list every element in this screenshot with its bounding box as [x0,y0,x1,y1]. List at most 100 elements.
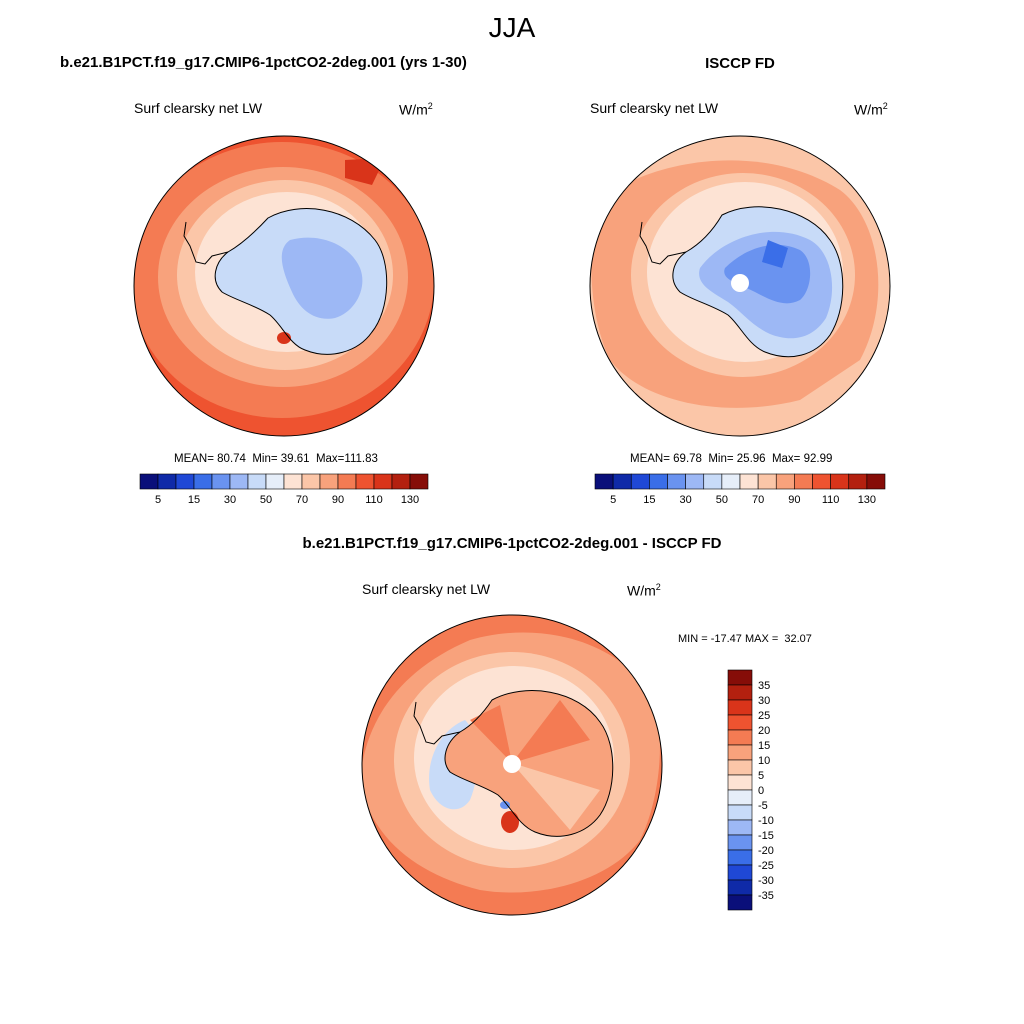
diff-panel-header: b.e21.B1PCT.f19_g17.CMIP6-1pctCO2-2deg.0… [302,535,722,552]
obs-colorbar-box [866,473,886,490]
obs-colorbar-box [685,473,705,490]
model-colorbar: 5 15 30 50 70 90 110 130 [139,473,429,506]
model-polar-map [133,135,435,437]
model-peninsula-coast [183,221,229,265]
obs-colorbar-box [848,473,868,490]
obs-pole-hole [731,274,749,292]
obs-colorbar-box [775,473,795,490]
obs-interior-min [762,240,788,268]
diff-colorbar: 35 30 25 20 15 10 5 0 -5 -10 -15 -20 -25 -30 -35 [727,669,774,911]
obs-colorbar: 5 15 30 50 70 90 110 130 [594,473,886,506]
diff-minmax-line: MIN = -17.47 MAX = 32.07 [678,633,812,645]
diff-colorbar-label: 0 [758,785,764,797]
model-colorbar-box [337,473,357,490]
model-stats-line: MEAN= 80.74 Min= 39.61 Max=111.83 [174,453,378,465]
obs-colorbar-label: 110 [822,494,840,506]
model-colorbar-box [157,473,177,490]
diff-coastline [444,690,614,837]
diff-colorbar-box [727,714,753,731]
obs-variable-label: Surf clearsky net LW [590,100,719,116]
obs-coastline [672,206,844,358]
model-colorbar-box [211,473,231,490]
model-variable-label: Surf clearsky net LW [134,100,263,116]
diff-units-label: W/m2 [627,582,661,599]
diff-colorbar-box [727,744,753,761]
obs-colorbar-label: 30 [680,494,692,506]
obs-colorbar-box [612,473,632,490]
obs-colorbar-label: 90 [788,494,800,506]
model-colorbar-box [355,473,375,490]
model-colorbar-box [175,473,195,490]
diff-colorbar-label: 15 [758,740,770,752]
model-colorbar-box [193,473,213,490]
model-map-border [133,135,435,437]
obs-colorbar-label: 5 [610,494,616,506]
model-colorbar-box [409,473,429,490]
diff-variable-label: Surf clearsky net LW [362,581,491,597]
diff-colorbar-box [727,864,753,881]
diff-colorbar-label: 10 [758,755,770,767]
obs-colorbar-label: 70 [752,494,764,506]
diff-colorbar-box [727,699,753,716]
obs-colorbar-box [739,473,759,490]
model-colorbar-label: 110 [365,494,383,506]
obs-colorbar-box [812,473,831,490]
diff-interior-high-1 [512,700,590,763]
model-colorbar-box [283,473,303,490]
obs-colorbar-box [757,473,777,490]
diff-map-border [361,614,663,916]
obs-colorbar-label: 15 [643,494,655,506]
obs-colorbar-box [630,473,650,490]
diff-colorbar-box [727,819,753,836]
diff-colorbar-box [727,849,753,866]
diff-colorbar-label: 35 [758,680,770,692]
model-units-label: W/m2 [399,101,433,118]
obs-map-border [589,135,891,437]
obs-colorbar-box [794,473,813,490]
model-colorbar-box [247,473,267,490]
diff-colorbar-label: -5 [758,800,768,812]
model-colorbar-box [265,473,285,490]
diff-colorbar-label: -30 [758,875,774,887]
obs-polar-map [589,135,891,437]
diff-colorbar-label: -10 [758,815,774,827]
model-colorbar-label: 130 [401,494,419,506]
obs-stats-line: MEAN= 69.78 Min= 25.96 Max= 92.99 [630,453,833,465]
obs-colorbar-box [830,473,850,490]
obs-colorbar-box [667,473,686,490]
obs-interior-low [724,244,811,304]
diff-colorbar-label: -20 [758,845,774,857]
model-colorbar-box [139,473,159,490]
diff-colorbar-label: 5 [758,770,764,782]
model-colorbar-label: 50 [260,494,272,506]
diff-colorbar-label: 30 [758,695,770,707]
diff-ross-hot-spot [501,811,519,833]
diff-colorbar-box [727,834,753,851]
figure-title: JJA [488,12,536,43]
obs-colorbar-box [594,473,614,490]
model-colorbar-label: 30 [224,494,236,506]
diff-colorbar-box [727,684,753,701]
diff-interior-wedge [512,763,600,830]
obs-units-label: W/m2 [854,101,888,118]
diff-colorbar-box [727,669,753,686]
obs-colorbar-label: 50 [716,494,728,506]
diff-polar-map [361,614,663,916]
diff-colorbar-label: -35 [758,890,774,902]
model-colorbar-box [229,473,249,490]
obs-colorbar-label: 130 [858,494,876,506]
diff-colorbar-box [727,879,753,896]
obs-panel-header: ISCCP FD [705,55,775,72]
diff-colorbar-box [727,729,753,746]
diff-interior-high-2 [470,705,512,763]
obs-colorbar-box [721,473,741,490]
obs-peninsula-coast [639,221,687,265]
diff-colorbar-label: 20 [758,725,770,737]
diff-peninsula-coast [413,701,461,745]
model-coastline [214,208,388,355]
model-panel-header: b.e21.B1PCT.f19_g17.CMIP6-1pctCO2-2deg.0… [60,54,467,71]
model-colorbar-box [301,473,321,490]
model-colorbar-label: 15 [188,494,200,506]
diff-colorbar-box [727,804,753,821]
diff-pole-hole [503,755,521,773]
